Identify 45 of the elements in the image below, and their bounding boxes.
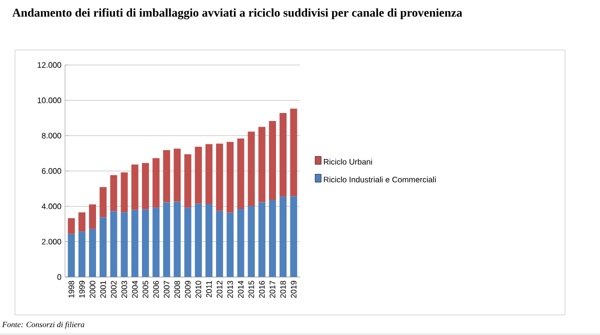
- bar: [237, 208, 244, 277]
- bar: [142, 163, 149, 210]
- bar: [174, 202, 181, 277]
- bar: [216, 210, 224, 277]
- bar: [290, 196, 298, 277]
- bar: [268, 200, 276, 277]
- bar: [248, 132, 255, 206]
- bar: [226, 212, 234, 277]
- bar: [280, 113, 287, 197]
- bar: [68, 234, 75, 277]
- bar: [184, 154, 192, 208]
- bar: [194, 146, 202, 204]
- bar: [89, 204, 96, 229]
- bar: [205, 144, 212, 204]
- bar: [100, 187, 107, 218]
- bar: [89, 228, 96, 277]
- bar: [174, 148, 181, 202]
- bar: [205, 204, 212, 277]
- bar: [268, 121, 276, 200]
- bar: [110, 211, 118, 277]
- bar: [152, 158, 160, 208]
- bar: [120, 172, 128, 212]
- bar: [216, 144, 224, 211]
- bar: [237, 138, 244, 209]
- bar: [194, 204, 202, 277]
- chart-title: Andamento dei rifiuti di imballaggio avviati a riciclo suddivisi per canale di provenienza: [12, 8, 462, 20]
- bar: [78, 212, 86, 232]
- bar: [258, 202, 266, 277]
- bar: [163, 202, 170, 277]
- bar: [248, 206, 255, 277]
- bar: [100, 217, 107, 277]
- bar: [280, 196, 287, 277]
- bar: [163, 150, 170, 202]
- bar: [226, 142, 234, 213]
- bar: [152, 208, 160, 277]
- bar: [131, 210, 138, 277]
- bar: [184, 208, 192, 277]
- bar: [131, 164, 138, 210]
- bar: [258, 126, 266, 202]
- bar: [110, 175, 118, 212]
- bar: [68, 218, 75, 234]
- bar: [120, 212, 128, 277]
- bar: [142, 209, 149, 277]
- bar: [78, 232, 86, 277]
- bar: [290, 108, 298, 196]
